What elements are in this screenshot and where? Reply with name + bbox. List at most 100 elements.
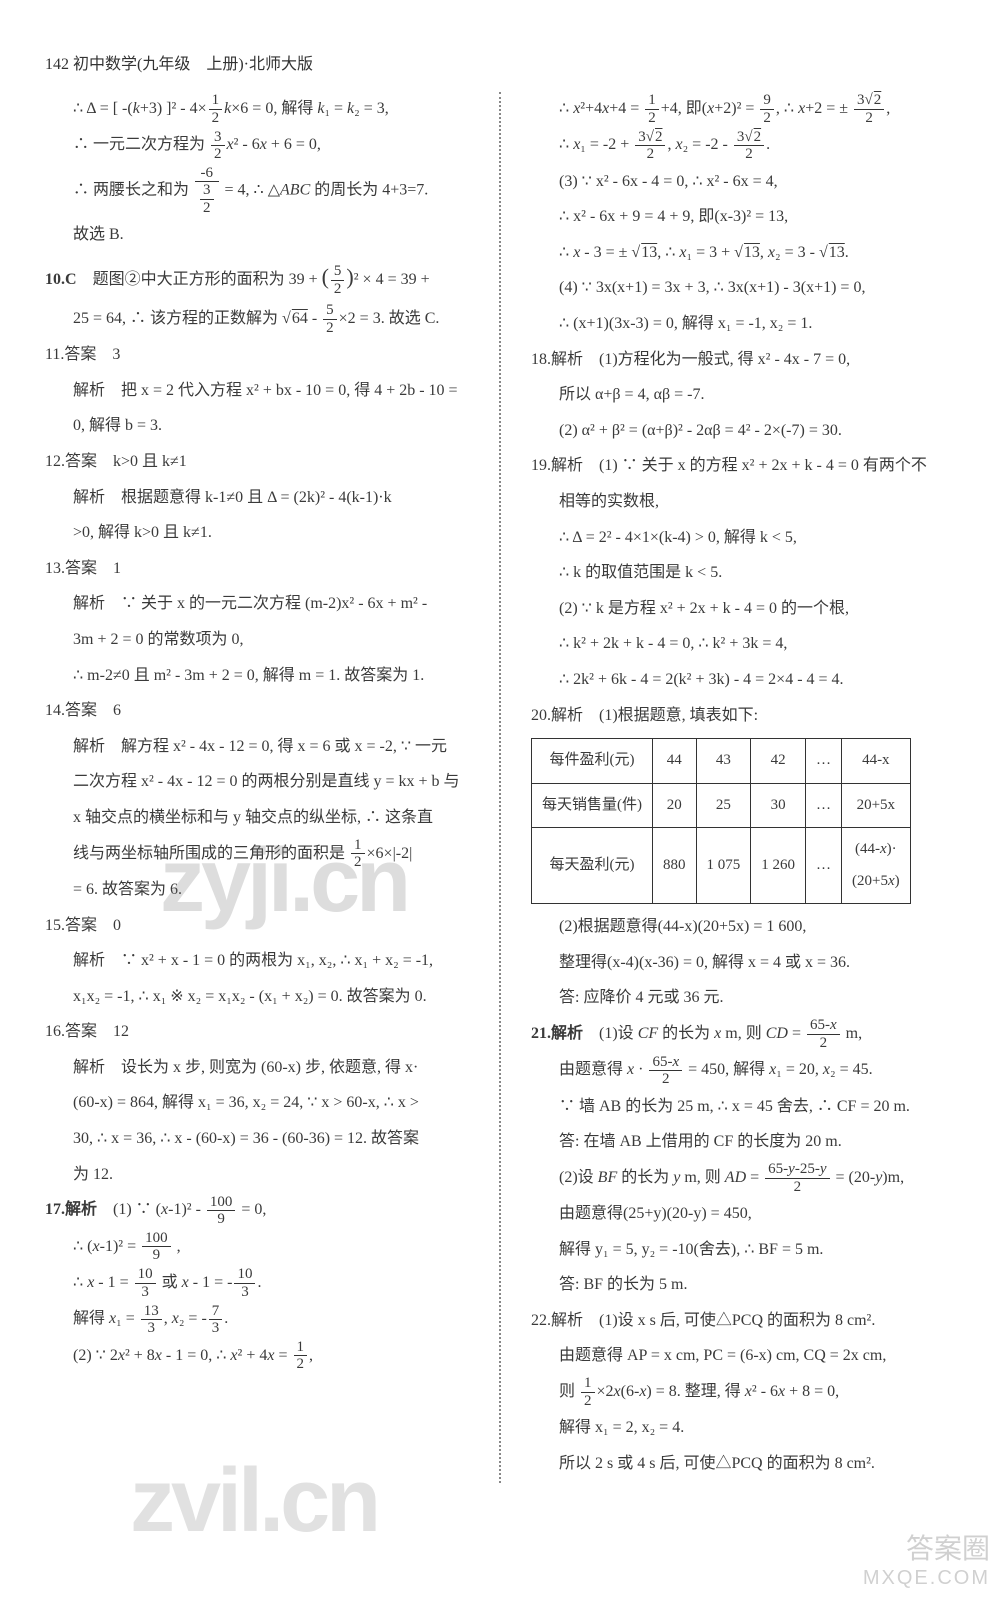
text-line: (2)设 BF 的长为 y m, 则 AD = 65-y-25-y2 = (20… — [531, 1161, 955, 1195]
question-22: 22.解析 (1)设 x s 后, 可使△PCQ 的面积为 8 cm². — [531, 1304, 955, 1338]
table-cell: 42 — [751, 739, 806, 784]
table-cell: 25 — [696, 783, 751, 828]
text-line: (2) ∵ 2x² + 8x - 1 = 0, ∴ x² + 4x = 12, — [45, 1339, 469, 1373]
table-cell: 43 — [696, 739, 751, 784]
left-column: ∴ Δ = [ -(k+3) ]² - 4×12k×6 = 0, 解得 k₁ =… — [45, 92, 469, 1483]
text-line: 为 12. — [45, 1158, 469, 1192]
question-19: 19.解析 (1) ∵ 关于 x 的方程 x² + 2x + k - 4 = 0… — [531, 449, 955, 483]
table-cell: 1 260 — [751, 828, 806, 904]
text-line: (60-x) = 864, 解得 x₁ = 36, x₂ = 24, ∵ x >… — [45, 1086, 469, 1120]
text-line: 解得 x₁ = 2, x₂ = 4. — [531, 1411, 955, 1445]
table-cell: 44-x — [842, 739, 911, 784]
text-line: 答: 在墙 AB 上借用的 CF 的长度为 20 m. — [531, 1125, 955, 1159]
table-cell: 44 — [653, 739, 697, 784]
text-line: 答: BF 的长为 5 m. — [531, 1268, 955, 1302]
question-10: 10.C 题图②中大正方形的面积为 39 + (52)² × 4 = 39 + — [45, 254, 469, 300]
text-line: ∴ x₁ = -2 + 3√22, x₂ = -2 - 3√22. — [531, 128, 955, 162]
text-line: (4) ∵ 3x(x+1) = 3x + 3, ∴ 3x(x+1) - 3(x+… — [531, 271, 955, 305]
table-cell: 30 — [751, 783, 806, 828]
text-line: x 轴交点的横坐标和与 y 轴交点的纵坐标, ∴ 这条直 — [45, 801, 469, 835]
text-line: (2) ∵ k 是方程 x² + 2x + k - 4 = 0 的一个根, — [531, 592, 955, 626]
page-header: 142 初中数学(九年级 上册)·北师大版 — [45, 50, 955, 74]
two-column-layout: ∴ Δ = [ -(k+3) ]² - 4×12k×6 = 0, 解得 k₁ =… — [45, 92, 955, 1483]
text-line: 由题意得 x · 65-x2 = 450, 解得 x₁ = 20, x₂ = 4… — [531, 1053, 955, 1087]
watermark-corner: 答案圈 MXQE.COM — [863, 1527, 990, 1590]
table-cell: 880 — [653, 828, 697, 904]
text-line: ∴ k 的取值范围是 k < 5. — [531, 556, 955, 590]
text-line: 所以 α+β = 4, αβ = -7. — [531, 378, 955, 412]
question-21: 21.解析 (1)设 CF 的长为 x m, 则 CD = 65-x2 m, — [531, 1017, 955, 1051]
text-line: (2)根据题意得(44-x)(20+5x) = 1 600, — [531, 910, 955, 944]
text-line: 解得 y₁ = 5, y₂ = -10(舍去), ∴ BF = 5 m. — [531, 1233, 955, 1267]
text-line: ∴ x² - 6x + 9 = 4 + 9, 即(x-3)² = 13, — [531, 200, 955, 234]
question-13: 13.答案 1 — [45, 552, 469, 586]
text-line: x₁x₂ = -1, ∴ x₁ ※ x₂ = x₁x₂ - (x₁ + x₂) … — [45, 980, 469, 1014]
text-line: 25 = 64, ∴ 该方程的正数解为 √64 - 52×2 = 3. 故选 C… — [45, 302, 469, 336]
table-cell: … — [806, 739, 842, 784]
text-line: ∴ 2k² + 6k - 4 = 2(k² + 3k) - 4 = 2×4 - … — [531, 663, 955, 697]
text-line: ∴ k² + 2k + k - 4 = 0, ∴ k² + 3k = 4, — [531, 627, 955, 661]
text-line: ∴ m-2≠0 且 m² - 3m + 2 = 0, 解得 m = 1. 故答案… — [45, 659, 469, 693]
text-line: ∴ x - 3 = ± √13, ∴ x₁ = 3 + √13, x₂ = 3 … — [531, 236, 955, 270]
text-line: 解析 把 x = 2 代入方程 x² + bx - 10 = 0, 得 4 + … — [45, 374, 469, 408]
text-line: ∴ x - 1 = 103 或 x - 1 = -103. — [45, 1266, 469, 1300]
table-cell: … — [806, 828, 842, 904]
page-container: 142 初中数学(九年级 上册)·北师大版 ∴ Δ = [ -(k+3) ]² … — [0, 0, 1000, 1600]
text-line: 解析 设长为 x 步, 则宽为 (60-x) 步, 依题意, 得 x· — [45, 1051, 469, 1085]
question-14: 14.答案 6 — [45, 694, 469, 728]
text-line: ∴ 一元二次方程为 32x² - 6x + 6 = 0, — [45, 128, 469, 162]
profit-table: 每件盈利(元) 44 43 42 … 44-x 每天销售量(件) 20 25 3… — [531, 738, 911, 904]
text-line: ∴ 两腰长之和为 -632 = 4, ∴ △ABC 的周长为 4+3=7. — [45, 165, 469, 217]
question-11: 11.答案 3 — [45, 338, 469, 372]
question-16: 16.答案 12 — [45, 1015, 469, 1049]
text-line: 二次方程 x² - 4x - 12 = 0 的两根分别是直线 y = kx + … — [45, 765, 469, 799]
text-line: ∵ 墙 AB 的长为 25 m, ∴ x = 45 舍去, ∴ CF = 20 … — [531, 1090, 955, 1124]
text-line: 0, 解得 b = 3. — [45, 409, 469, 443]
text-line: ∴ x²+4x+4 = 12+4, 即(x+2)² = 92, ∴ x+2 = … — [531, 92, 955, 126]
question-20: 20.解析 (1)根据题意, 填表如下: — [531, 699, 955, 733]
text-line: 线与两坐标轴所围成的三角形的面积是 12×6×|-2| — [45, 837, 469, 871]
text-line: 30, ∴ x = 36, ∴ x - (60-x) = 36 - (60-36… — [45, 1122, 469, 1156]
text-line: ∴ Δ = 2² - 4×1×(k-4) > 0, 解得 k < 5, — [531, 521, 955, 555]
text-line: ∴ (x+1)(3x-3) = 0, 解得 x₁ = -1, x₂ = 1. — [531, 307, 955, 341]
table-cell: 每天销售量(件) — [532, 783, 653, 828]
table-cell: … — [806, 783, 842, 828]
right-column: ∴ x²+4x+4 = 12+4, 即(x+2)² = 92, ∴ x+2 = … — [531, 92, 955, 1483]
text-line: (3) ∵ x² - 6x - 4 = 0, ∴ x² - 6x = 4, — [531, 165, 955, 199]
text-line: ∴ Δ = [ -(k+3) ]² - 4×12k×6 = 0, 解得 k₁ =… — [45, 92, 469, 126]
text-line: 解析 根据题意得 k-1≠0 且 Δ = (2k)² - 4(k-1)·k — [45, 481, 469, 515]
question-18: 18.解析 (1)方程化为一般式, 得 x² - 4x - 7 = 0, — [531, 343, 955, 377]
table-cell: 20+5x — [842, 783, 911, 828]
text-line: 解析 解方程 x² - 4x - 12 = 0, 得 x = 6 或 x = -… — [45, 730, 469, 764]
text-line: 则 12×2x(6-x) = 8. 整理, 得 x² - 6x + 8 = 0, — [531, 1375, 955, 1409]
text-line: 解析 ∵ 关于 x 的一元二次方程 (m-2)x² - 6x + m² - — [45, 587, 469, 621]
text-line: 相等的实数根, — [531, 485, 955, 519]
question-15: 15.答案 0 — [45, 909, 469, 943]
question-12: 12.答案 k>0 且 k≠1 — [45, 445, 469, 479]
text-line: 整理得(x-4)(x-36) = 0, 解得 x = 4 或 x = 36. — [531, 946, 955, 980]
text-line: >0, 解得 k>0 且 k≠1. — [45, 516, 469, 550]
table-cell: 20 — [653, 783, 697, 828]
text-line: 故选 B. — [45, 218, 469, 252]
question-17: 17.解析 (1) ∵ (x-1)² - 1009 = 0, — [45, 1193, 469, 1227]
text-line: ∴ (x-1)² = 1009 , — [45, 1230, 469, 1264]
text-line: 所以 2 s 或 4 s 后, 可使△PCQ 的面积为 8 cm². — [531, 1447, 955, 1481]
text-line: 由题意得 AP = x cm, PC = (6-x) cm, CQ = 2x c… — [531, 1339, 955, 1373]
watermark-corner-cn: 答案圈 — [863, 1527, 990, 1567]
text-line: (2) α² + β² = (α+β)² - 2αβ = 4² - 2×(-7)… — [531, 414, 955, 448]
watermark-corner-en: MXQE.COM — [863, 1567, 990, 1590]
table-cell: (44-x)·(20+5x) — [842, 828, 911, 904]
column-divider — [499, 92, 501, 1483]
table-row: 每件盈利(元) 44 43 42 … 44-x — [532, 739, 911, 784]
table-cell: 每天盈利(元) — [532, 828, 653, 904]
text-line: 由题意得(25+y)(20-y) = 450, — [531, 1197, 955, 1231]
text-line: 3m + 2 = 0 的常数项为 0, — [45, 623, 469, 657]
table-row: 每天盈利(元) 880 1 075 1 260 … (44-x)·(20+5x) — [532, 828, 911, 904]
table-cell: 1 075 — [696, 828, 751, 904]
text-line: = 6. 故答案为 6. — [45, 873, 469, 907]
table-cell: 每件盈利(元) — [532, 739, 653, 784]
table-row: 每天销售量(件) 20 25 30 … 20+5x — [532, 783, 911, 828]
text-line: 解得 x₁ = 133, x₂ = -73. — [45, 1302, 469, 1336]
text-line: 答: 应降价 4 元或 36 元. — [531, 981, 955, 1015]
text-line: 解析 ∵ x² + x - 1 = 0 的两根为 x₁, x₂, ∴ x₁ + … — [45, 944, 469, 978]
